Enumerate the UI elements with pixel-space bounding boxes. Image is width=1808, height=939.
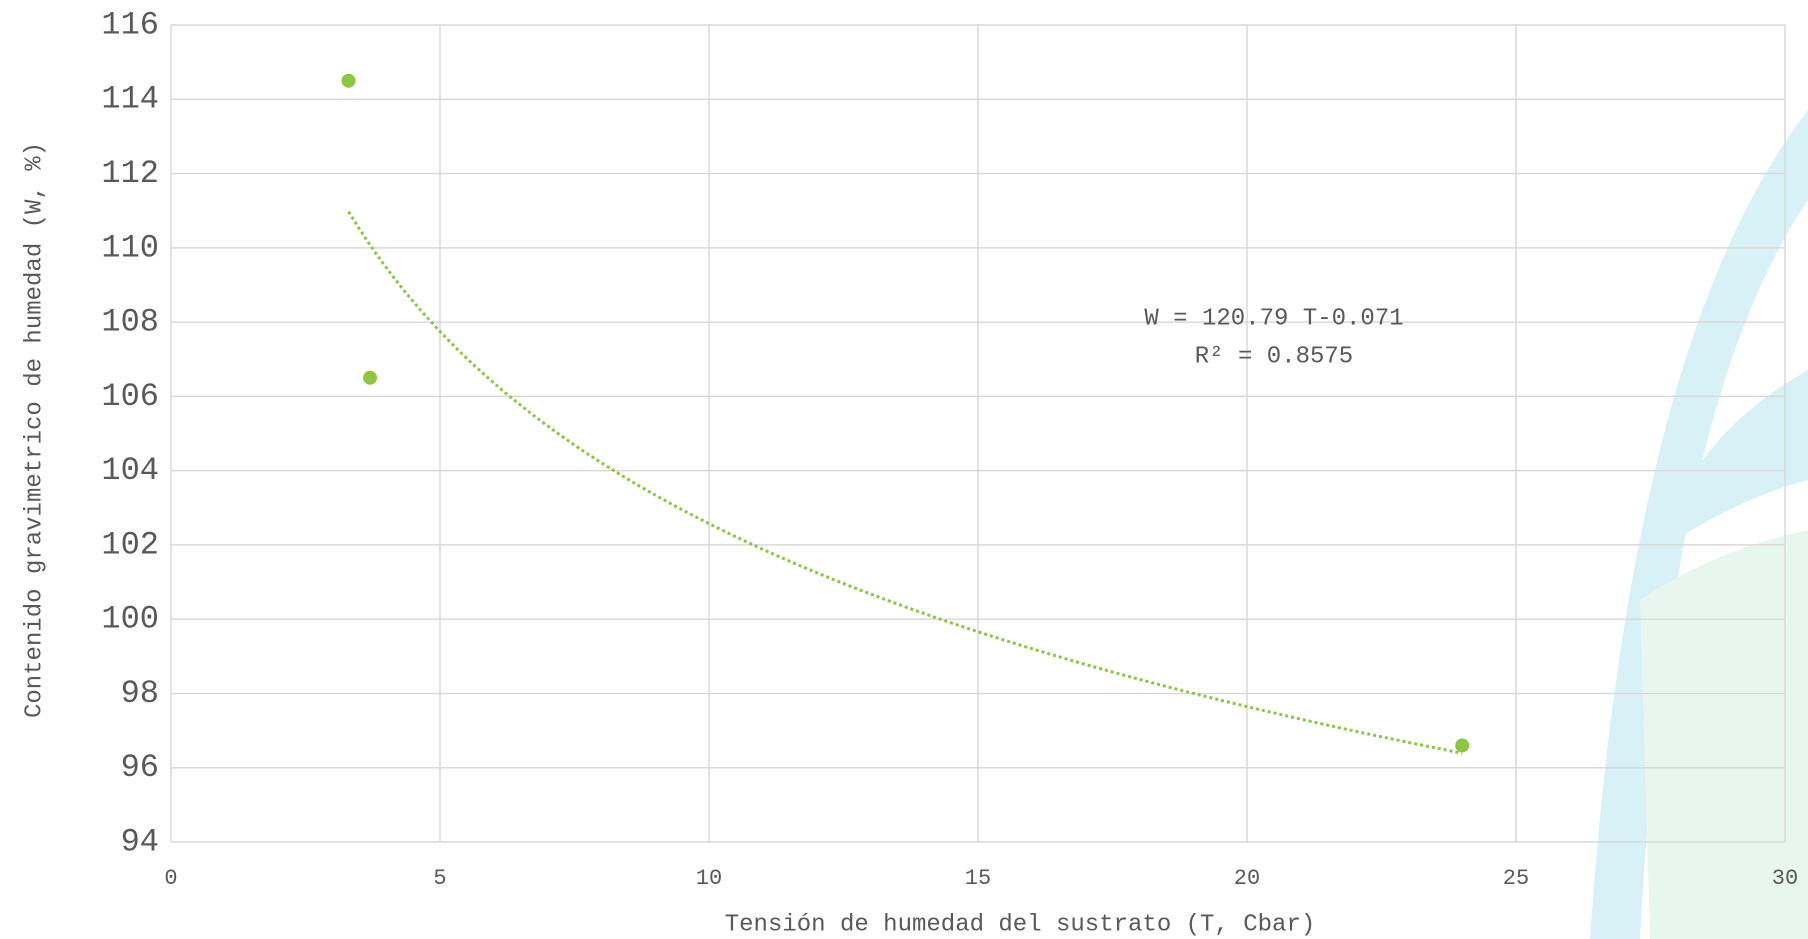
x-axis-title: Tensión de humedad del sustrato (T, Cbar… (725, 911, 1316, 938)
y-tick-label: 116 (101, 6, 159, 43)
x-tick-label: 5 (433, 866, 446, 891)
y-axis-title: Contenido gravimetrico de humedad (W, %) (21, 142, 48, 718)
trendline (349, 212, 1463, 754)
y-tick-label: 110 (101, 229, 159, 266)
x-tick-label: 25 (1503, 866, 1529, 891)
data-point (1455, 738, 1469, 752)
x-tick-label: 20 (1234, 866, 1260, 891)
data-point (342, 74, 356, 88)
x-tick-label: 10 (696, 866, 722, 891)
y-tick-label: 106 (101, 378, 159, 415)
y-tick-label: 100 (101, 601, 159, 638)
trendline-annotation: W = 120.79 T-0.071 (1144, 305, 1403, 332)
x-tick-label: 15 (965, 866, 991, 891)
chart: Tensión de humedad del sustrato (T, Cbar… (0, 0, 1808, 939)
x-tick-label: 30 (1772, 866, 1798, 891)
y-tick-label: 112 (101, 155, 159, 192)
trendline-annotation: R² = 0.8575 (1195, 343, 1353, 370)
y-tick-label: 98 (121, 675, 159, 712)
data-point (363, 371, 377, 385)
y-tick-label: 104 (101, 452, 159, 489)
y-tick-label: 94 (121, 823, 159, 860)
y-tick-label: 102 (101, 526, 159, 563)
y-tick-label: 114 (101, 81, 159, 118)
y-tick-label: 96 (121, 749, 159, 786)
watermark (1590, 110, 1808, 939)
x-tick-label: 0 (164, 866, 177, 891)
y-tick-label: 108 (101, 304, 159, 341)
